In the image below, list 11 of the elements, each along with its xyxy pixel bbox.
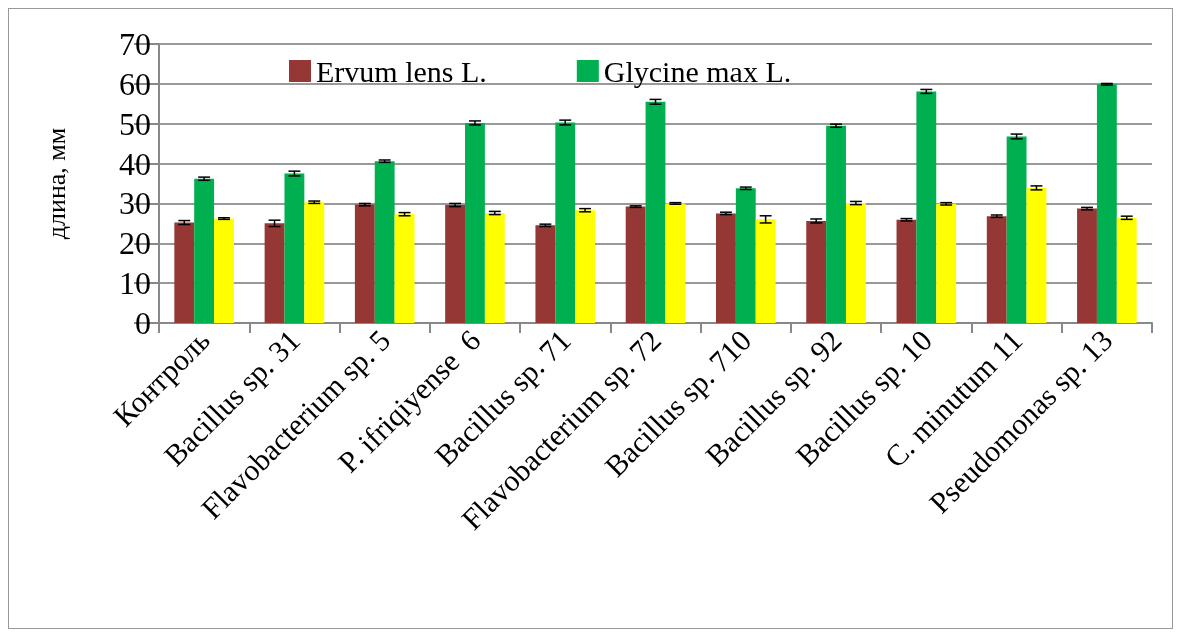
y-tick-label: 20 [119, 225, 151, 262]
y-tick-label: 10 [119, 265, 151, 302]
legend-label: Glycine max L. [603, 54, 792, 88]
y-tick-label: 60 [119, 65, 151, 102]
legend-label: Ervum lens L. [316, 54, 487, 88]
y-tick-label: 50 [119, 105, 151, 142]
y-tick-label: 40 [119, 145, 151, 182]
y-tick-label: 30 [119, 185, 151, 222]
y-tick-label: 0 [135, 305, 151, 341]
y-tick-label: 70 [119, 26, 151, 62]
y-axis-title: длина, мм [41, 127, 71, 240]
